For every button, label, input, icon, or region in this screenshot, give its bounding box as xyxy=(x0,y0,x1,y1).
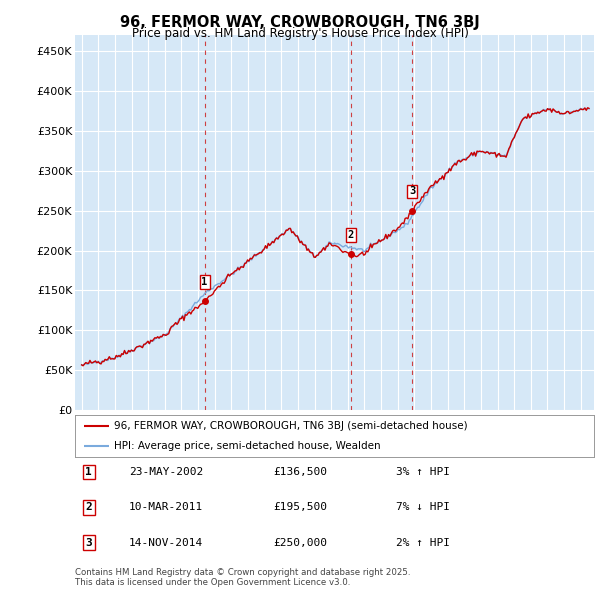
Text: 96, FERMOR WAY, CROWBOROUGH, TN6 3BJ: 96, FERMOR WAY, CROWBOROUGH, TN6 3BJ xyxy=(120,15,480,30)
Text: Price paid vs. HM Land Registry's House Price Index (HPI): Price paid vs. HM Land Registry's House … xyxy=(131,27,469,40)
Text: 3: 3 xyxy=(85,538,92,548)
Text: 10-MAR-2011: 10-MAR-2011 xyxy=(129,503,203,512)
Text: 23-MAY-2002: 23-MAY-2002 xyxy=(129,467,203,477)
Text: Contains HM Land Registry data © Crown copyright and database right 2025.
This d: Contains HM Land Registry data © Crown c… xyxy=(75,568,410,587)
Text: £136,500: £136,500 xyxy=(273,467,327,477)
Text: 96, FERMOR WAY, CROWBOROUGH, TN6 3BJ (semi-detached house): 96, FERMOR WAY, CROWBOROUGH, TN6 3BJ (se… xyxy=(114,421,467,431)
Text: 7% ↓ HPI: 7% ↓ HPI xyxy=(396,503,450,512)
Text: 1: 1 xyxy=(85,467,92,477)
Text: 14-NOV-2014: 14-NOV-2014 xyxy=(129,538,203,548)
Text: £195,500: £195,500 xyxy=(273,503,327,512)
Text: 1: 1 xyxy=(202,277,208,287)
Text: 2: 2 xyxy=(348,230,354,240)
Text: 3% ↑ HPI: 3% ↑ HPI xyxy=(396,467,450,477)
Text: £250,000: £250,000 xyxy=(273,538,327,548)
Text: 2: 2 xyxy=(85,503,92,512)
Text: HPI: Average price, semi-detached house, Wealden: HPI: Average price, semi-detached house,… xyxy=(114,441,380,451)
Text: 3: 3 xyxy=(409,186,415,196)
Text: 2% ↑ HPI: 2% ↑ HPI xyxy=(396,538,450,548)
